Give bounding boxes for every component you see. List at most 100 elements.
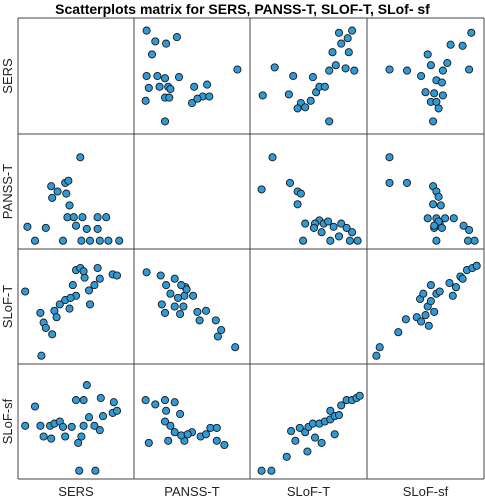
data-point <box>217 325 226 335</box>
data-point <box>451 283 461 292</box>
data-point <box>160 74 170 83</box>
data-point <box>270 63 279 72</box>
data-point <box>41 223 50 232</box>
data-point <box>160 396 170 405</box>
data-point <box>141 396 150 405</box>
cell-slof-sf-vs-panss-t <box>141 396 229 450</box>
data-point <box>423 214 432 223</box>
x-label-slof-t: SLoF-T <box>287 484 330 499</box>
x-label-sers: SERS <box>58 484 94 499</box>
data-point <box>205 92 214 101</box>
data-point <box>47 182 56 191</box>
cell-slof-t-vs-sers <box>21 263 122 360</box>
data-point <box>350 66 359 75</box>
data-point <box>183 430 192 439</box>
data-point <box>79 267 88 276</box>
data-point <box>231 343 240 352</box>
data-point <box>95 274 104 283</box>
data-point <box>430 221 439 230</box>
data-point <box>193 307 202 316</box>
data-point <box>71 396 81 405</box>
data-point <box>61 432 70 441</box>
data-point <box>52 313 61 322</box>
data-point <box>402 178 412 187</box>
data-point <box>144 83 153 92</box>
data-point <box>48 330 57 339</box>
data-point <box>96 393 105 403</box>
data-point <box>449 214 458 223</box>
data-point <box>289 71 298 81</box>
data-point <box>326 406 335 415</box>
x-label-slof-sf: SLoF-sf <box>403 484 449 499</box>
data-point <box>142 268 151 277</box>
data-point <box>426 61 435 70</box>
data-point <box>85 236 95 245</box>
data-point <box>337 401 346 410</box>
data-point <box>147 50 157 59</box>
data-point <box>153 71 162 81</box>
data-point <box>443 58 452 68</box>
data-point <box>155 82 164 91</box>
data-point <box>195 316 204 325</box>
cell-panss-t-vs-slof-sf <box>385 153 479 245</box>
data-point <box>310 433 320 442</box>
data-point <box>211 316 220 325</box>
data-point <box>212 436 221 445</box>
data-point <box>95 236 104 245</box>
cell-panss-t-vs-slof-t <box>257 153 362 245</box>
data-point <box>282 452 291 461</box>
data-point <box>284 90 293 99</box>
data-point <box>438 91 447 100</box>
data-point <box>93 213 102 222</box>
data-point <box>91 466 100 475</box>
data-point <box>459 221 468 230</box>
data-point <box>434 192 443 201</box>
data-point <box>170 274 179 283</box>
data-point <box>48 193 57 202</box>
data-point <box>95 426 104 435</box>
data-point <box>348 228 357 237</box>
data-point <box>112 271 122 280</box>
data-point <box>85 300 95 309</box>
data-point <box>93 224 102 233</box>
data-point <box>458 274 467 283</box>
data-point <box>115 236 124 245</box>
data-point <box>448 291 457 300</box>
x-label-panss-t: PANSS-T <box>164 484 219 499</box>
data-point <box>429 117 438 126</box>
data-point <box>436 201 445 210</box>
data-point <box>385 178 394 187</box>
data-point <box>295 423 304 432</box>
data-point <box>203 80 212 89</box>
axis-labels: SERS PANSS-T SLoF-T SLoF-sf SERS PANSS-T SLoF-… <box>0 58 449 499</box>
data-point <box>174 73 184 82</box>
data-point <box>394 328 403 337</box>
data-point <box>190 82 199 91</box>
data-point <box>344 48 353 57</box>
data-point <box>37 351 46 360</box>
data-point <box>30 236 40 245</box>
data-point <box>296 189 305 198</box>
data-point <box>345 236 354 245</box>
data-point <box>423 50 432 59</box>
data-point <box>69 213 78 222</box>
data-point <box>437 223 446 232</box>
data-point <box>421 311 430 320</box>
y-label-slof-t: SLoF-T <box>0 285 15 328</box>
data-point <box>417 317 426 326</box>
data-point <box>112 406 122 415</box>
data-point <box>62 189 71 198</box>
data-point <box>317 438 326 447</box>
cell-slof-t-vs-panss-t <box>142 268 240 352</box>
data-point <box>166 421 175 430</box>
data-point <box>324 217 333 226</box>
data-point <box>74 438 83 447</box>
cell-sers-vs-panss-t <box>141 26 242 126</box>
data-point <box>151 400 160 409</box>
data-point <box>429 200 438 209</box>
data-point <box>328 48 337 57</box>
data-point <box>98 412 108 421</box>
data-point <box>187 98 197 108</box>
data-point <box>430 89 439 98</box>
data-point <box>90 421 99 430</box>
